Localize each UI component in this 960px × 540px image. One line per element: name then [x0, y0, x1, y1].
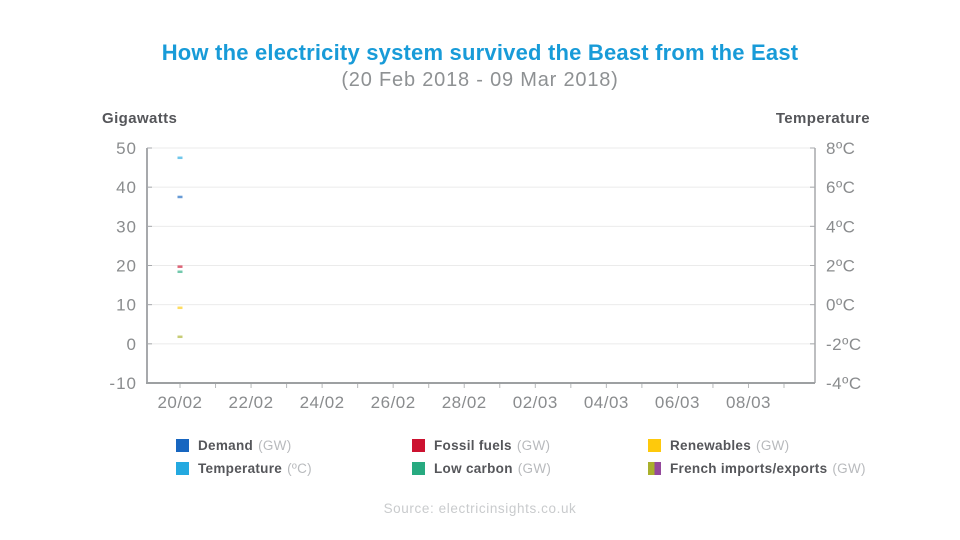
chart-title: How the electricity system survived the …: [161, 40, 799, 65]
legend-column: Fossil fuels (GW) Low carbon (GW): [412, 437, 552, 476]
legend-unit: (GW): [517, 460, 552, 476]
legend-item-demand[interactable]: Demand (GW): [176, 437, 312, 453]
chart-subtitle: (20 Feb 2018 - 09 Mar 2018): [341, 69, 619, 91]
y-axis-left-tick-label: 50: [116, 139, 137, 158]
x-axis-tick-label: 28/02: [442, 393, 487, 412]
series-start-point: [177, 195, 183, 199]
left-axis-title: Gigawatts: [102, 110, 178, 127]
renewables-swatch-icon: [648, 438, 661, 452]
legend-unit: (GW): [832, 460, 866, 476]
x-axis-tick-label: 22/02: [229, 393, 274, 412]
series-start-point: [177, 335, 183, 339]
right-axis-title: Temperature: [775, 110, 870, 127]
y-axis-left-tick-label: 20: [116, 257, 137, 276]
legend-unit: (GW): [258, 437, 292, 453]
y-axis-right-tick-label: 4ºC: [826, 217, 855, 236]
x-axis-tick-label: 04/03: [584, 393, 629, 412]
y-axis-left-tick-label: 30: [116, 217, 137, 236]
legend-label: Renewables: [670, 437, 752, 453]
series-start-point: [177, 265, 183, 268]
legend-label: French imports/exports: [670, 460, 828, 476]
legend-column: Demand (GW) Temperature (ºC): [176, 437, 312, 476]
legend-item-french-imports-exports[interactable]: French imports/exports (GW): [648, 460, 866, 476]
series-start-point: [177, 306, 183, 310]
fossil-fuels-swatch-icon: [412, 438, 425, 452]
y-axis-right-tick-label: -2ºC: [826, 335, 862, 354]
legend-label: Low carbon: [434, 460, 513, 476]
legend-label: Temperature: [198, 460, 283, 476]
y-axis-left-tick-label: 10: [116, 296, 137, 315]
y-axis-right-tick-label: 6ºC: [826, 178, 855, 197]
x-axis-tick-label: 02/03: [513, 393, 558, 412]
legend-unit: (GW): [756, 437, 790, 453]
series-start-point: [177, 156, 183, 160]
legend-item-renewables[interactable]: Renewables (GW): [648, 437, 866, 453]
legend-column: Renewables (GW) French imports/exports (…: [648, 437, 866, 476]
demand-swatch-icon: [176, 438, 189, 452]
y-axis-right-tick-label: 8ºC: [826, 139, 855, 158]
legend-label: Demand: [198, 437, 254, 453]
series-start-point: [177, 270, 183, 274]
low-carbon-swatch-icon: [412, 461, 425, 475]
legend-label: Fossil fuels: [434, 437, 512, 453]
x-axis-tick-label: 26/02: [371, 393, 416, 412]
y-axis-right-tick-label: 0ºC: [826, 296, 855, 315]
legend-item-fossil-fuels[interactable]: Fossil fuels (GW): [412, 437, 551, 453]
source-note: Source: electricinsights.co.uk: [383, 501, 577, 516]
legend-unit: (ºC): [287, 460, 312, 476]
y-axis-left-tick-label: 0: [127, 335, 137, 354]
legend-item-low-carbon[interactable]: Low carbon (GW): [412, 460, 552, 476]
legend-unit: (GW): [516, 437, 551, 453]
x-axis-tick-label: 24/02: [300, 393, 345, 412]
legend-item-temperature[interactable]: Temperature (ºC): [176, 460, 312, 476]
y-axis-right-tick-label: -4ºC: [826, 374, 862, 393]
french-imports-exports-swatch-icon: [648, 461, 661, 475]
y-axis-left-tick-label: 40: [116, 178, 137, 197]
temperature-swatch-icon: [176, 461, 189, 475]
x-axis-tick-label: 20/02: [157, 393, 202, 412]
x-axis-tick-label: 08/03: [726, 393, 771, 412]
x-axis-tick-label: 06/03: [655, 393, 700, 412]
y-axis-left-tick-label: -10: [109, 374, 137, 393]
y-axis-right-tick-label: 2ºC: [826, 257, 855, 276]
